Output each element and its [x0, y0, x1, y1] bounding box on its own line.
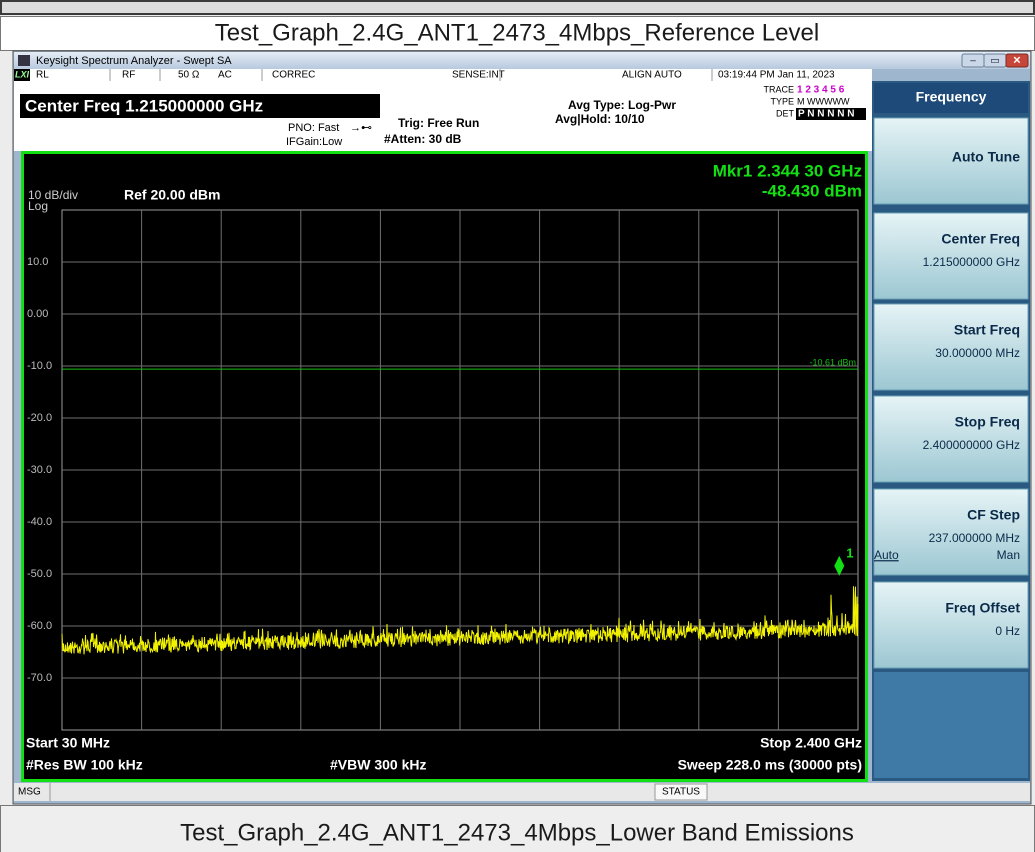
softkey-value: 2.400000000 GHz [923, 438, 1020, 452]
y-tick-label: -50.0 [27, 568, 52, 580]
marker-freq: Mkr1 2.344 30 GHz [713, 161, 862, 180]
close-icon: ✕ [1013, 56, 1021, 67]
maximize-icon: ▭ [990, 56, 999, 67]
y-tick-label: -40.0 [27, 516, 52, 528]
y-tick-label: -20.0 [27, 412, 52, 424]
menu-header [874, 83, 1028, 113]
marker [834, 555, 845, 576]
marker-label: 1 [846, 545, 853, 560]
softkey-label: Center Freq [941, 231, 1020, 247]
type-list: M WWWWW [797, 96, 850, 106]
display-line-label: -10.61 dBm [809, 358, 856, 368]
softkey-blank [874, 672, 1028, 778]
menu-title: Frequency [916, 89, 987, 105]
trace-label: TRACE [763, 84, 794, 94]
rl: RL [36, 70, 49, 81]
correc: CORREC [272, 70, 315, 81]
marker-level: -48.430 dBm [762, 181, 862, 200]
y-tick-label: 0.00 [27, 308, 48, 320]
lxi-badge [14, 69, 30, 81]
softkey-option: Auto [874, 548, 899, 562]
softkey-option: Man [997, 548, 1020, 562]
minimize-icon: – [970, 56, 976, 67]
softkey-value: 237.000000 MHz [929, 531, 1020, 545]
y-tick-label: 10.0 [27, 256, 48, 268]
datetime: 03:19:44 PM Jan 11, 2023 [718, 70, 835, 81]
app-icon [18, 55, 30, 66]
y-tick-label: -70.0 [27, 672, 52, 684]
softkey-label: Stop Freq [955, 414, 1020, 430]
det-label: DET [776, 108, 795, 118]
status-row [14, 69, 872, 81]
per-div: 10 dB/div [28, 188, 78, 202]
trace-list: 1 2 3 4 5 6 [797, 85, 845, 96]
y-tick-label: -30.0 [27, 464, 52, 476]
softkey[interactable] [873, 212, 1029, 300]
status-dividers [109, 69, 713, 81]
det-box [796, 108, 866, 120]
stop-freq: Stop 2.400 GHz [760, 735, 862, 751]
close-button[interactable] [1005, 53, 1029, 68]
status-cell [654, 783, 708, 801]
softkey[interactable] [873, 581, 1029, 669]
top-strip-inner [2, 2, 1033, 13]
graph-panel [21, 151, 868, 782]
softkey-value: 0 Hz [995, 624, 1020, 638]
atten: #Atten: 30 dB [384, 132, 462, 146]
sense: SENSE:INT [452, 70, 505, 81]
softkey-value: 30.000000 MHz [935, 346, 1020, 360]
pno: PNO: Fast [288, 122, 339, 134]
sweep: Sweep 228.0 ms (30000 pts) [678, 757, 862, 773]
lxi-icon: LXI [15, 69, 30, 79]
softkey-label: Start Freq [954, 322, 1020, 338]
softkeys: Auto Tune Center Freq 1.215000000 GHz Start… [873, 117, 1029, 669]
start-freq: Start 30 MHz [26, 735, 110, 751]
center-freq-box [20, 94, 380, 118]
impedance: 50 Ω [178, 70, 200, 81]
rf: RF [122, 70, 135, 81]
caption-cell [0, 16, 1035, 51]
pno-arrow: →⊷ [350, 122, 372, 134]
trace [61, 586, 859, 655]
softkey-label: CF Step [967, 507, 1020, 523]
caption-bottom: Test_Graph_2.4G_ANT1_2473_4Mbps_Lower Ba… [180, 819, 854, 846]
y-tick-label: -10.0 [27, 360, 52, 372]
bottom-bar [14, 783, 1030, 801]
avg-type: Avg Type: Log-Pwr [568, 98, 676, 112]
det-list: P N N N N N [798, 109, 855, 120]
softkey[interactable] [873, 117, 1029, 205]
softkey-label: Freq Offset [945, 600, 1020, 616]
center-freq: Center Freq 1.215000000 GHz [25, 96, 263, 115]
trig: Trig: Free Run [398, 116, 479, 130]
softkey-value: 1.215000000 GHz [923, 255, 1020, 269]
softkey[interactable] [873, 303, 1029, 391]
softkey[interactable] [873, 395, 1029, 483]
softkey[interactable] [873, 488, 1029, 576]
avg-hold: Avg|Hold: 10/10 [555, 112, 645, 126]
y-tick-label: -60.0 [27, 620, 52, 632]
rbw: #Res BW 100 kHz [26, 757, 143, 773]
status: STATUS [662, 787, 700, 798]
title-bar [14, 52, 1030, 69]
msg: MSG [18, 787, 41, 798]
vbw: #VBW 300 kHz [330, 757, 426, 773]
ref-level: Ref 20.00 dBm [124, 187, 220, 203]
caption-top: Test_Graph_2.4G_ANT1_2473_4Mbps_Referenc… [215, 19, 819, 46]
scale-mode: Log [28, 199, 48, 213]
softkey-label: Auto Tune [952, 149, 1020, 165]
type-label: TYPE [770, 96, 794, 106]
window-title: Keysight Spectrum Analyzer - Swept SA [36, 55, 232, 67]
align: ALIGN AUTO [622, 70, 682, 81]
ifgain: IFGain:Low [286, 136, 342, 148]
coupling: AC [218, 70, 232, 81]
